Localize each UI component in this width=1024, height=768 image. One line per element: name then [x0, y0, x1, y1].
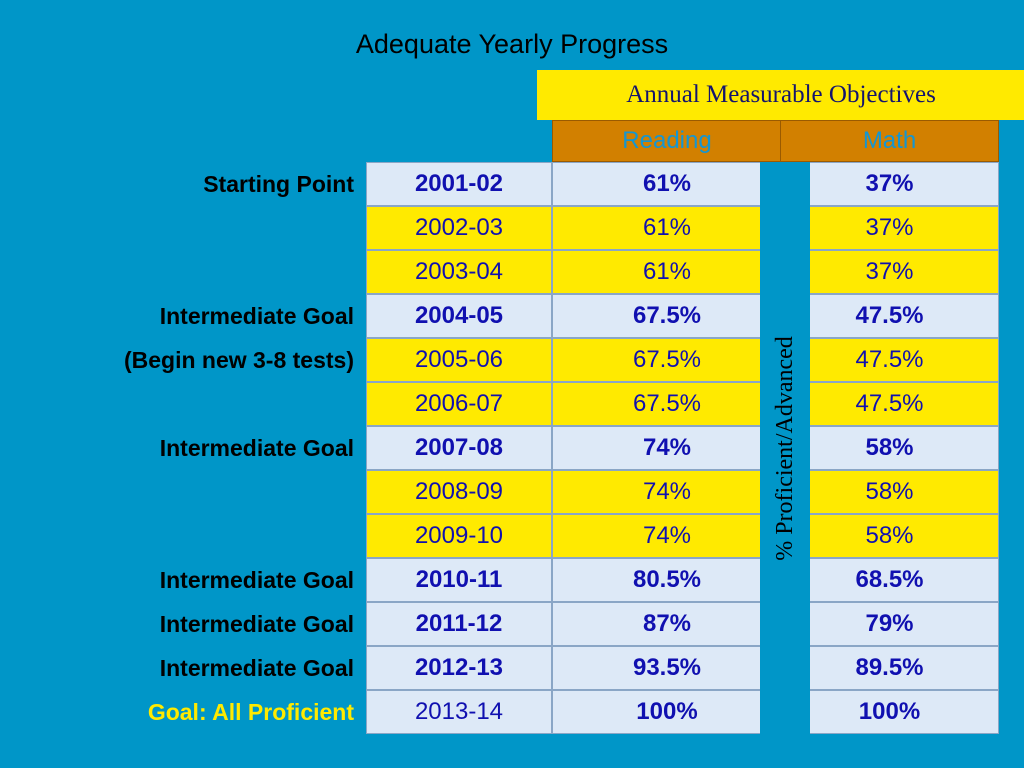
table-cell-year: 2006-07	[366, 382, 552, 426]
table-cell-math: 37%	[780, 250, 999, 294]
table-cell-year: 2002-03	[366, 206, 552, 250]
table-cell-reading: 74%	[552, 514, 782, 558]
table-cell-math: 37%	[780, 162, 999, 206]
table-cell-reading: 80.5%	[552, 558, 782, 602]
row-label: (Begin new 3-8 tests)	[123, 346, 354, 373]
row-label: Intermediate Goal	[159, 610, 354, 637]
table-cell-math: 37%	[780, 206, 999, 250]
vertical-label: % Proficient/Advanced	[771, 335, 798, 561]
table-cell-reading: 61%	[552, 206, 782, 250]
table-cell-reading: 74%	[552, 426, 782, 470]
row-label: Starting Point	[203, 170, 354, 197]
table-cell-year: 2010-11	[366, 558, 552, 602]
amo-header: Annual Measurable Objectives	[626, 81, 936, 108]
amo-header-box: Annual Measurable Objectives	[537, 70, 1024, 120]
table-cell-math: 47.5%	[780, 338, 999, 382]
table-cell-reading: 67.5%	[552, 382, 782, 426]
row-label	[0, 470, 354, 514]
table-cell-year: 2009-10	[366, 514, 552, 558]
row-label	[0, 382, 354, 426]
row-label	[0, 206, 354, 250]
table-cell-reading: 67.5%	[552, 294, 782, 338]
row-label: Intermediate Goal	[159, 302, 354, 329]
table-cell-math: 68.5%	[780, 558, 999, 602]
table-cell-reading: 100%	[552, 690, 782, 734]
table-cell-math: 47.5%	[780, 382, 999, 426]
page-title: Adequate Yearly Progress	[355, 29, 669, 59]
row-label: Intermediate Goal	[159, 566, 354, 593]
table-cell-math: 58%	[780, 426, 999, 470]
table-cell-year: 2003-04	[366, 250, 552, 294]
row-label	[0, 514, 354, 558]
table-cell-math: 58%	[780, 470, 999, 514]
table-cell-reading: 87%	[552, 602, 782, 646]
table-cell-year: 2007-08	[366, 426, 552, 470]
table-cell-year: 2001-02	[366, 162, 552, 206]
table-cell-reading: 67.5%	[552, 338, 782, 382]
row-label: Intermediate Goal	[159, 654, 354, 681]
table-cell-year: 2011-12	[366, 602, 552, 646]
table-cell-math: 89.5%	[780, 646, 999, 690]
table-cell-year: 2013-14	[366, 690, 552, 734]
table-cell-reading: 74%	[552, 470, 782, 514]
column-header-math: Math	[780, 120, 999, 162]
table-cell-reading: 61%	[552, 250, 782, 294]
table-cell-reading: 61%	[552, 162, 782, 206]
vertical-label-band: % Proficient/Advanced	[760, 162, 810, 734]
column-header-reading: Reading	[552, 120, 782, 162]
table-cell-math: 79%	[780, 602, 999, 646]
table-cell-year: 2004-05	[366, 294, 552, 338]
table-cell-year: 2005-06	[366, 338, 552, 382]
table-cell-year: 2012-13	[366, 646, 552, 690]
table-cell-math: 58%	[780, 514, 999, 558]
row-label: Intermediate Goal	[159, 434, 354, 461]
table-cell-reading: 93.5%	[552, 646, 782, 690]
table-cell-math: 100%	[780, 690, 999, 734]
row-label: Goal: All Proficient	[147, 698, 354, 725]
table-cell-year: 2008-09	[366, 470, 552, 514]
row-label	[0, 250, 354, 294]
table-cell-math: 47.5%	[780, 294, 999, 338]
